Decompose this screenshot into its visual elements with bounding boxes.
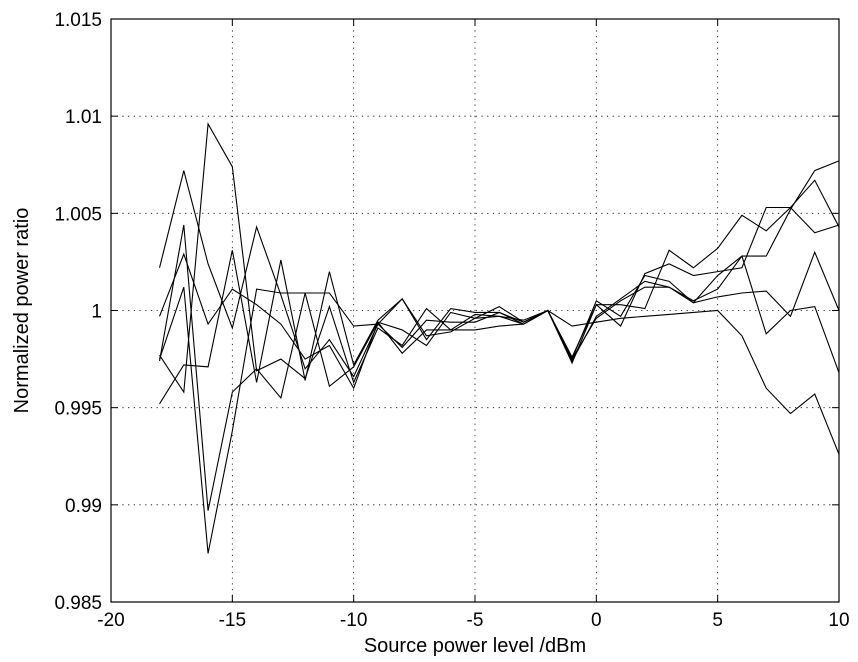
y-tick-label: 1	[91, 302, 102, 323]
series-lines	[158, 122, 840, 554]
y-tick-label: 1.01	[65, 107, 102, 128]
y-tick-label: 0.99	[65, 496, 102, 517]
x-tick-label: 5	[712, 610, 723, 631]
x-tick-label: 10	[828, 610, 849, 631]
x-axis-tick-labels: -20 -15 -10 -5 0 5 10	[97, 610, 849, 631]
series-line-4	[158, 160, 840, 511]
series-line-3	[159, 206, 840, 405]
y-tick-label: 0.995	[54, 399, 102, 420]
y-tick-label: 1.005	[54, 204, 102, 225]
series-line-1	[158, 170, 840, 378]
x-tick-label: -10	[340, 610, 367, 631]
series-line-2	[159, 250, 840, 390]
y-axis-tick-labels: 0.985 0.99 0.995 1 1.005 1.01 1.015	[54, 10, 102, 614]
y-axis-title: Normalized power ratio	[11, 208, 33, 414]
series-line-6	[159, 287, 840, 554]
axis-ticks	[110, 18, 840, 603]
x-tick-label: -20	[97, 610, 124, 631]
x-tick-label: -5	[467, 610, 484, 631]
y-tick-label: 1.015	[54, 10, 102, 31]
x-tick-label: 0	[591, 610, 602, 631]
x-tick-label: -15	[219, 610, 246, 631]
x-axis-title: Source power level /dBm	[364, 635, 586, 657]
y-tick-label: 0.985	[54, 593, 102, 614]
series-line-5	[159, 122, 840, 394]
